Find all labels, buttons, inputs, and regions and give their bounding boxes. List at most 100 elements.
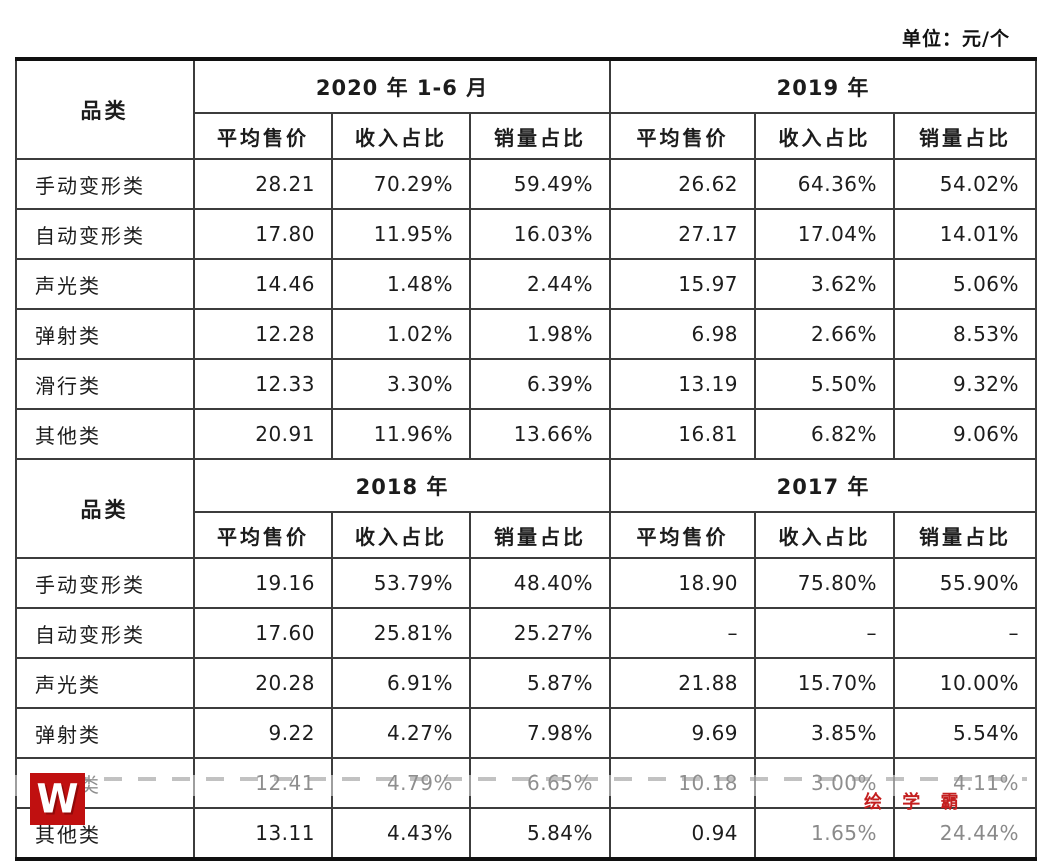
value-cell: 17.04%: [754, 208, 896, 260]
column-header: 销量占比: [468, 112, 612, 160]
subheader-row-block1: 平均售价 收入占比 销量占比 平均售价 收入占比 销量占比: [16, 112, 1038, 160]
value-cell: 64.36%: [754, 158, 896, 210]
period-header-2018: 2018 年: [192, 458, 612, 513]
value-cell: 9.22: [193, 707, 333, 759]
value-cell: 25.81%: [331, 607, 471, 659]
value-cell: 6.39%: [468, 358, 612, 410]
value-cell: 4.43%: [331, 807, 471, 860]
value-cell: 54.02%: [893, 158, 1038, 210]
category-cell: 自动变形类: [15, 607, 195, 659]
table-row: 弹射类 9.22 4.27% 7.98% 9.69 3.85% 5.54%: [15, 707, 1038, 759]
brand-watermark-text: 绘 学 霸: [864, 792, 966, 813]
category-header: 品类: [15, 58, 195, 160]
value-cell: 28.21: [193, 158, 333, 210]
table-row: 其他类 20.91 11.96% 13.66% 16.81 6.82% 9.06…: [15, 408, 1038, 460]
value-cell: –: [754, 607, 896, 659]
value-cell: 0.94: [609, 807, 757, 860]
watermark-logo: W: [30, 773, 85, 825]
table-row: 手动变形类 19.16 53.79% 48.40% 18.90 75.80% 5…: [15, 557, 1038, 609]
price-share-table: 品类 2020 年 1-6 月 2019 年 平均售价 收入占比 销量占比 平均…: [15, 57, 1038, 861]
category-cell: 滑行类: [15, 358, 195, 410]
value-cell: 2.44%: [468, 258, 612, 310]
value-cell: 25.27%: [468, 607, 612, 659]
value-cell: 4.79%: [331, 757, 471, 809]
category-cell: 其他类: [15, 408, 195, 460]
column-header: 平均售价: [193, 511, 333, 559]
value-cell: 55.90%: [893, 557, 1038, 609]
value-cell: 15.97: [609, 258, 757, 310]
table-row: 其他类 13.11 4.43% 5.84% 0.94 1.65% 24.44%: [15, 807, 1038, 860]
table-row: 自动变形类 17.60 25.81% 25.27% – – –: [15, 607, 1038, 659]
value-cell: 3.62%: [754, 258, 896, 310]
value-cell: 19.16: [193, 557, 333, 609]
value-cell: 20.91: [193, 408, 333, 460]
column-header: 收入占比: [754, 511, 896, 559]
value-cell: 5.50%: [754, 358, 896, 410]
value-cell: 6.65%: [468, 757, 612, 809]
value-cell: 75.80%: [754, 557, 896, 609]
value-cell: 14.46: [193, 258, 333, 310]
value-cell: 10.00%: [893, 657, 1038, 709]
period-header-2019: 2019 年: [609, 58, 1038, 114]
table-row: 声光类 14.46 1.48% 2.44% 15.97 3.62% 5.06%: [15, 258, 1038, 310]
value-cell: 24.44%: [893, 807, 1038, 860]
value-cell: –: [609, 607, 757, 659]
category-cell: 弹射类: [15, 308, 195, 360]
category-header: 品类: [15, 458, 195, 559]
category-cell: 声光类: [15, 258, 195, 310]
value-cell: 21.88: [609, 657, 757, 709]
value-cell: 3.30%: [331, 358, 471, 410]
value-cell: 1.98%: [468, 308, 612, 360]
value-cell: 12.28: [193, 308, 333, 360]
column-header: 销量占比: [468, 511, 612, 559]
value-cell: 11.95%: [331, 208, 471, 260]
value-cell: 17.60: [193, 607, 333, 659]
value-cell: 4.27%: [331, 707, 471, 759]
table-row: 自动变形类 17.80 11.95% 16.03% 27.17 17.04% 1…: [15, 208, 1038, 260]
value-cell: 17.80: [193, 208, 333, 260]
unit-label: 单位：元/个: [902, 28, 1010, 50]
value-cell: 1.02%: [331, 308, 471, 360]
value-cell: 12.41: [193, 757, 333, 809]
column-header: 收入占比: [754, 112, 896, 160]
value-cell: 6.98: [609, 308, 757, 360]
column-header: 平均售价: [609, 511, 757, 559]
category-cell: 手动变形类: [15, 158, 195, 210]
value-cell: 9.06%: [893, 408, 1038, 460]
value-cell: 5.54%: [893, 707, 1038, 759]
column-header: 销量占比: [893, 112, 1038, 160]
header-row-block2: 品类 2018 年 2017 年: [15, 458, 1038, 559]
value-cell: 5.06%: [893, 258, 1038, 310]
table-row: 弹射类 12.28 1.02% 1.98% 6.98 2.66% 8.53%: [15, 308, 1038, 360]
value-cell: 16.81: [609, 408, 757, 460]
value-cell: 2.66%: [754, 308, 896, 360]
value-cell: 8.53%: [893, 308, 1038, 360]
value-cell: 5.87%: [468, 657, 612, 709]
value-cell: 48.40%: [468, 557, 612, 609]
table-row: 滑行类 12.33 3.30% 6.39% 13.19 5.50% 9.32%: [15, 358, 1038, 410]
value-cell: 1.65%: [754, 807, 896, 860]
table-row: 声光类 20.28 6.91% 5.87% 21.88 15.70% 10.00…: [15, 657, 1038, 709]
value-cell: 59.49%: [468, 158, 612, 210]
value-cell: 10.18: [609, 757, 757, 809]
table-row: 手动变形类 28.21 70.29% 59.49% 26.62 64.36% 5…: [15, 158, 1038, 210]
value-cell: 13.66%: [468, 408, 612, 460]
column-header: 收入占比: [331, 511, 471, 559]
value-cell: 20.28: [193, 657, 333, 709]
value-cell: 13.11: [193, 807, 333, 860]
value-cell: 27.17: [609, 208, 757, 260]
category-cell: 声光类: [15, 657, 195, 709]
value-cell: 5.84%: [468, 807, 612, 860]
value-cell: 12.33: [193, 358, 333, 410]
value-cell: 7.98%: [468, 707, 612, 759]
value-cell: 18.90: [609, 557, 757, 609]
value-cell: –: [893, 607, 1038, 659]
value-cell: 13.19: [609, 358, 757, 410]
value-cell: 6.91%: [331, 657, 471, 709]
value-cell: 53.79%: [331, 557, 471, 609]
value-cell: 11.96%: [331, 408, 471, 460]
value-cell: 70.29%: [331, 158, 471, 210]
value-cell: 6.82%: [754, 408, 896, 460]
value-cell: 9.32%: [893, 358, 1038, 410]
